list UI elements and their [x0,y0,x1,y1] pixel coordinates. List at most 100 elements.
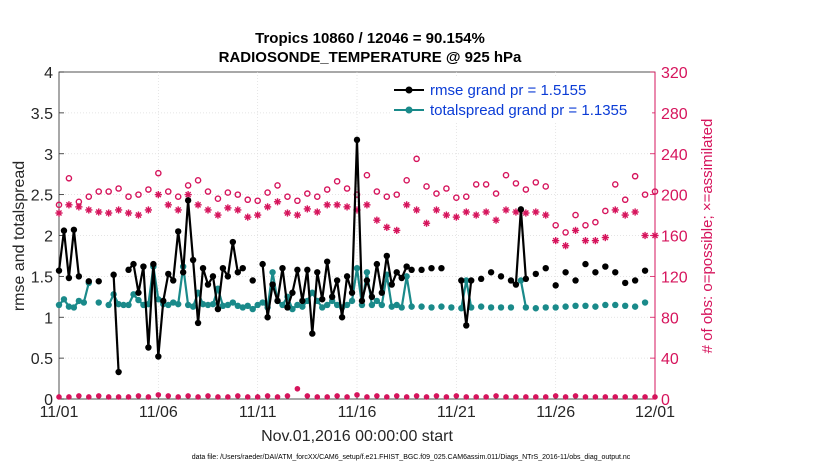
obs-assimilated-marker [562,242,570,250]
rmse-point [145,344,152,351]
asterisk-stroke [85,206,92,213]
asterisk-stroke [582,237,589,244]
obs-possible-marker [105,188,112,195]
asterisk-stroke [413,206,420,213]
obs-low-marker [105,394,112,400]
y-right-tick-label: 160 [661,229,688,246]
obs-possible-marker [542,183,550,190]
totalspread-point [582,302,589,310]
obs-assimilated-marker [363,201,371,209]
obs-possible-marker [333,178,341,185]
asterisk-stroke [135,212,142,219]
obs-possible-marker [274,182,281,189]
obs-assimilated-marker [264,203,272,211]
rmse-point [165,270,172,278]
asterisk-stroke [195,201,202,208]
totalspread-point [65,303,73,310]
rmse-point [249,277,256,284]
totalspread-point [219,302,227,310]
rmse-point [60,227,68,234]
obs-assimilated-marker [452,213,460,221]
obs-layer [55,155,659,400]
rmse-point [368,293,376,301]
obs-low-marker [513,394,519,400]
asterisk-stroke [393,227,400,234]
obs-low-marker [592,394,599,400]
rmse-point [438,265,445,272]
rmse-point [160,297,167,305]
obs-low-marker [433,393,440,399]
rmse-point [179,269,187,276]
totalspread-point [269,269,276,276]
x-tick-label: 11/21 [437,404,476,421]
obs-low-marker [413,393,420,399]
rmse-point [110,271,117,278]
obs-assimilated-marker [581,237,590,245]
rmse-point [70,226,78,233]
asterisk-stroke [622,212,629,219]
obs-low-marker [324,394,331,400]
obs-possible-marker [502,171,510,179]
rmse-point [358,297,366,305]
rmse-point [378,289,386,296]
asterisk-stroke [453,214,460,221]
totalspread-line [519,280,527,308]
obs-assimilated-marker [115,206,123,214]
totalspread-point [373,297,381,305]
obs-low-marker [443,394,450,400]
obs-possible-marker [641,191,649,198]
obs-low-marker [523,394,529,400]
asterisk-stroke [512,208,519,216]
obs-possible-marker [592,218,599,226]
obs-low-marker [582,394,589,400]
rmse-point [319,296,326,303]
rmse-point [314,269,321,276]
x-tick-label: 11/11 [239,404,277,421]
totalspread-point [487,304,495,311]
obs-possible-marker [304,190,311,197]
rmse-line [112,274,120,373]
obs-possible-marker [403,177,410,184]
obs-assimilated-marker [591,237,599,245]
asterisk-stroke [115,206,122,213]
asterisk-stroke [155,191,162,198]
rmse-point [602,263,609,270]
obs-possible-marker [125,193,132,200]
obs-assimilated-marker [184,191,192,199]
rmse-point [512,281,520,288]
obs-possible-marker [115,185,122,192]
totalspread-point [70,304,78,311]
obs-assimilated-marker [442,211,450,219]
totalspread-point [368,301,376,309]
totalspread-point [378,301,386,309]
asterisk-stroke [75,203,82,210]
y-axis-label: rmse and totalspread [11,161,28,311]
legend-box [390,76,652,122]
rmse-point [115,368,122,376]
obs-assimilated-marker [273,198,282,206]
totalspread-point [239,304,246,311]
totalspread-point [612,301,619,309]
obs-low-marker [86,394,92,400]
obs-assimilated-marker [303,205,311,213]
totalspread-point [209,300,217,308]
obs-assimilated-marker [254,211,262,219]
rmse-point [542,265,549,272]
obs-assimilated-marker [323,201,331,209]
rmse-point [398,274,405,282]
asterisk-stroke [274,198,281,205]
left-axis: 0 0.5 1 1.5 2 2.5 3 3.5 4 [31,65,64,409]
obs-possible-marker [611,181,619,188]
rmse-point [393,269,400,276]
asterisk-stroke [224,204,231,211]
obs-low-marker [483,394,489,400]
obs-low-marker [632,394,638,400]
rmse-point [333,277,341,284]
obs-possible-marker [194,177,202,184]
footer-data-file: data file: /Users/raeder/DAI/ATM_forcXX/… [192,454,631,461]
rmse-point [130,260,137,268]
asterisk-stroke [443,212,450,219]
obs-possible-marker [184,182,192,189]
totalspread-point [572,302,579,310]
obs-assimilated-marker [462,208,470,216]
